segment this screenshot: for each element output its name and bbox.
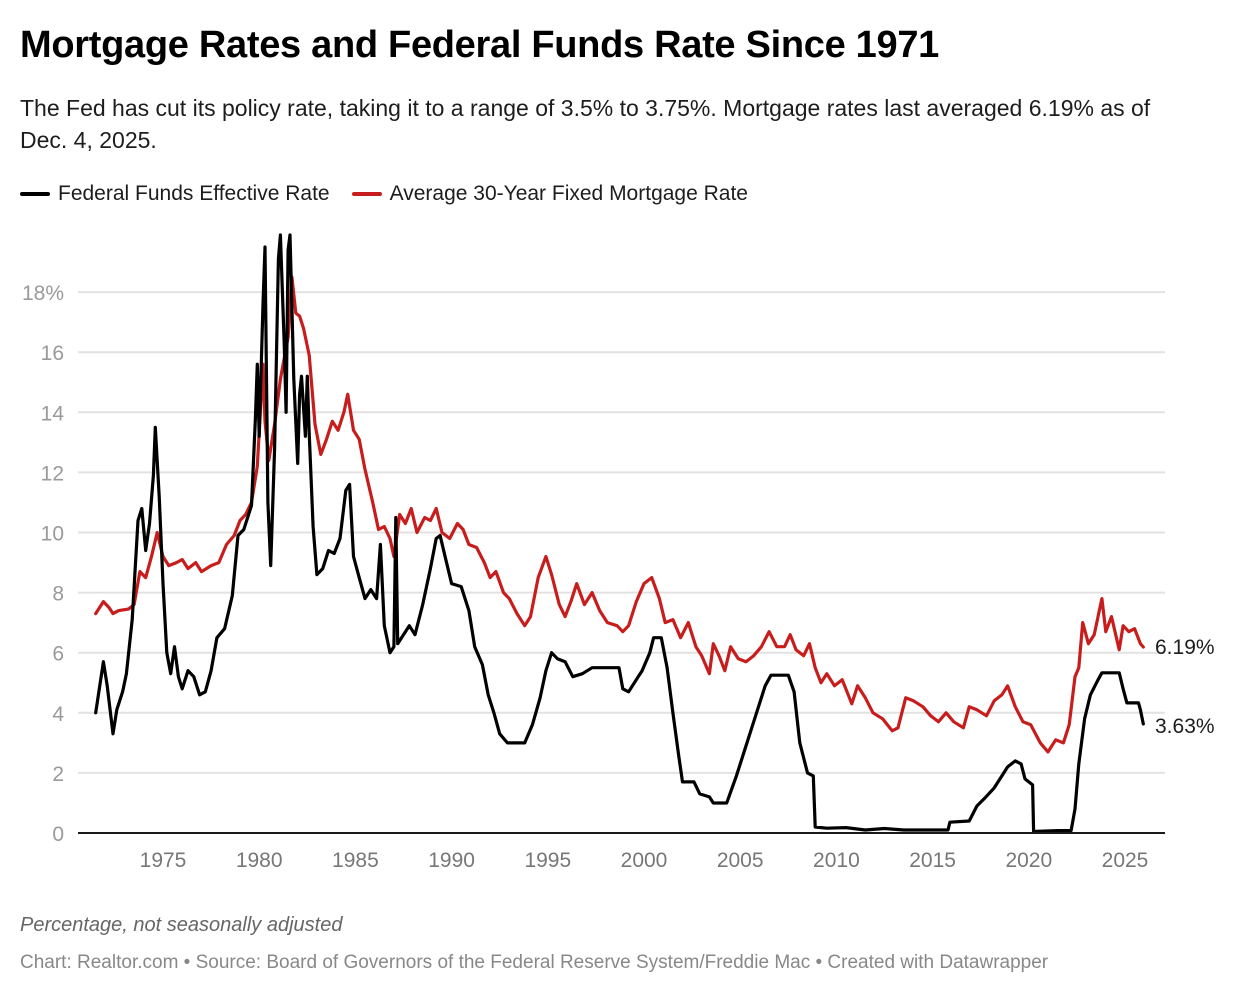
legend-item-mortgage: Average 30-Year Fixed Mortgage Rate: [351, 182, 748, 206]
legend-swatch-fed-funds: [20, 192, 50, 196]
legend-label-mortgage: Average 30-Year Fixed Mortgage Rate: [389, 182, 748, 205]
x-tick-label: 1985: [332, 849, 379, 872]
y-tick-label: 8: [52, 583, 64, 606]
chart-credit: Chart: Realtor.com • Source: Board of Go…: [20, 952, 1049, 973]
x-tick-label: 1995: [524, 849, 571, 872]
legend: Federal Funds Effective Rate Average 30-…: [20, 182, 748, 206]
x-tick-label: 2010: [813, 849, 860, 872]
x-axis-tick-labels: 1975 1980 1985 1990 1995 2000 2005 2010 2015 2020…: [140, 849, 1149, 872]
x-tick-label: 2000: [621, 849, 668, 872]
series-lines: [94, 233, 1145, 834]
y-tick-label: 14: [41, 402, 65, 425]
x-tick-label: 1990: [428, 849, 475, 872]
chart-title: Mortgage Rates and Federal Funds Rate Si…: [20, 24, 939, 66]
y-tick-label: 10: [41, 523, 64, 546]
line-chart: 0 2 4 6 8 10 12 14 16 18% 1975 1980 1985 1990 1995 200…: [22, 233, 1215, 872]
chart-subtitle: The Fed has cut its policy rate, taking …: [20, 95, 1151, 153]
x-tick-label: 1980: [236, 849, 283, 872]
mortgage-rate-line: [94, 275, 1145, 754]
x-tick-label: 2005: [717, 849, 764, 872]
x-tick-label: 2025: [1102, 849, 1149, 872]
y-tick-label: 4: [52, 703, 64, 726]
legend-label-fed-funds: Federal Funds Effective Rate: [58, 182, 330, 205]
legend-item-fed-funds: Federal Funds Effective Rate: [20, 182, 330, 206]
x-tick-label: 2015: [909, 849, 956, 872]
y-tick-label: 6: [52, 643, 64, 666]
x-tick-label: 2020: [1005, 849, 1052, 872]
fed-funds-line: [94, 233, 1145, 834]
y-tick-label: 16: [41, 342, 64, 365]
chart-note: Percentage, not seasonally adjusted: [20, 914, 343, 936]
fed-funds-end-label: 3.63%: [1155, 715, 1215, 738]
mortgage-end-label: 6.19%: [1155, 636, 1215, 659]
end-labels: 6.19% 3.63%: [1155, 636, 1215, 738]
legend-swatch-mortgage: [351, 192, 382, 196]
y-tick-label: 2: [52, 763, 64, 786]
x-tick-label: 1975: [140, 849, 187, 872]
y-tick-label: 18%: [22, 282, 64, 305]
y-tick-label: 0: [52, 823, 64, 846]
y-tick-label: 12: [41, 462, 64, 485]
y-axis-tick-labels: 0 2 4 6 8 10 12 14 16 18%: [22, 282, 64, 846]
